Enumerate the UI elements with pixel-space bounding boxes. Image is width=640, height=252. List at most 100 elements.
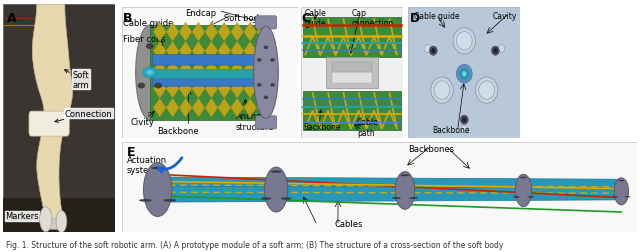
Polygon shape [205, 42, 218, 61]
Polygon shape [461, 71, 467, 78]
Circle shape [56, 211, 67, 233]
FancyBboxPatch shape [255, 116, 276, 130]
Circle shape [429, 47, 437, 56]
Text: Fiber coils: Fiber coils [124, 35, 166, 44]
Circle shape [281, 198, 291, 200]
Polygon shape [218, 80, 231, 99]
Polygon shape [192, 99, 205, 118]
Text: Backbone: Backbone [157, 126, 199, 135]
Circle shape [264, 47, 268, 50]
Circle shape [453, 28, 476, 55]
Polygon shape [150, 26, 266, 120]
Text: Anchor
structure: Anchor structure [236, 112, 275, 131]
Text: C: C [302, 12, 311, 24]
Text: D: D [410, 12, 420, 24]
Text: Soft
arm: Soft arm [65, 70, 89, 89]
Text: Fig. 1. Structure of the soft robotic arm. (A) A prototype module of a soft arm;: Fig. 1. Structure of the soft robotic ar… [6, 240, 504, 249]
FancyBboxPatch shape [408, 8, 520, 139]
Circle shape [392, 198, 401, 199]
Polygon shape [257, 99, 269, 118]
Polygon shape [231, 61, 244, 80]
Circle shape [527, 197, 534, 198]
FancyBboxPatch shape [332, 62, 372, 73]
Polygon shape [166, 61, 179, 80]
Text: Backbone: Backbone [303, 122, 340, 131]
Circle shape [257, 84, 261, 87]
Circle shape [619, 180, 624, 181]
Circle shape [513, 197, 520, 198]
Polygon shape [218, 61, 231, 80]
Circle shape [264, 97, 268, 100]
Polygon shape [154, 23, 166, 42]
Ellipse shape [515, 175, 532, 207]
Ellipse shape [253, 27, 278, 119]
Polygon shape [179, 23, 192, 42]
Text: Connection: Connection [55, 109, 113, 123]
Text: B: B [124, 12, 133, 24]
FancyArrowPatch shape [158, 158, 182, 172]
Polygon shape [257, 42, 269, 61]
Text: Backbones: Backbones [408, 144, 454, 153]
Polygon shape [154, 99, 166, 118]
Circle shape [493, 49, 497, 54]
Polygon shape [192, 42, 205, 61]
Polygon shape [192, 80, 205, 99]
FancyBboxPatch shape [29, 112, 69, 137]
Polygon shape [244, 61, 257, 80]
Text: Cable guide: Cable guide [414, 12, 460, 20]
Circle shape [152, 167, 164, 169]
FancyBboxPatch shape [152, 76, 263, 87]
FancyBboxPatch shape [152, 55, 263, 66]
FancyBboxPatch shape [3, 5, 115, 232]
Polygon shape [218, 42, 231, 61]
Circle shape [431, 78, 453, 104]
Polygon shape [157, 177, 621, 193]
Ellipse shape [395, 172, 415, 209]
FancyBboxPatch shape [303, 91, 401, 131]
FancyBboxPatch shape [255, 17, 276, 30]
Circle shape [257, 59, 261, 62]
Text: Cavity: Cavity [493, 12, 517, 20]
Circle shape [498, 45, 504, 53]
Circle shape [461, 125, 468, 133]
Polygon shape [179, 42, 192, 61]
Circle shape [164, 199, 176, 202]
Polygon shape [205, 23, 218, 42]
Polygon shape [231, 99, 244, 118]
Text: Cable
guide: Cable guide [305, 9, 326, 28]
Polygon shape [218, 99, 231, 118]
Polygon shape [231, 23, 244, 42]
Circle shape [271, 84, 275, 87]
Ellipse shape [136, 26, 164, 120]
Circle shape [462, 72, 467, 77]
Circle shape [460, 116, 468, 125]
Polygon shape [244, 23, 257, 42]
Polygon shape [218, 23, 231, 42]
Circle shape [492, 47, 499, 56]
FancyBboxPatch shape [45, 218, 65, 230]
Circle shape [271, 59, 275, 62]
Text: Markers: Markers [5, 211, 50, 221]
Polygon shape [231, 80, 244, 99]
FancyBboxPatch shape [301, 8, 403, 139]
Polygon shape [154, 80, 166, 99]
Circle shape [40, 207, 52, 232]
Polygon shape [205, 99, 218, 118]
Text: Actuation
system: Actuation system [127, 155, 167, 174]
Polygon shape [166, 23, 179, 42]
Polygon shape [205, 61, 218, 80]
Circle shape [140, 199, 152, 202]
Polygon shape [192, 61, 205, 80]
Circle shape [261, 198, 271, 200]
Circle shape [479, 82, 495, 100]
FancyBboxPatch shape [303, 18, 401, 57]
Polygon shape [257, 61, 269, 80]
FancyBboxPatch shape [332, 73, 372, 84]
Text: Cables: Cables [334, 219, 362, 228]
Text: E: E [127, 145, 135, 158]
Circle shape [410, 198, 417, 199]
FancyBboxPatch shape [122, 142, 637, 232]
Polygon shape [157, 186, 621, 202]
Polygon shape [205, 80, 218, 99]
Ellipse shape [614, 178, 628, 205]
